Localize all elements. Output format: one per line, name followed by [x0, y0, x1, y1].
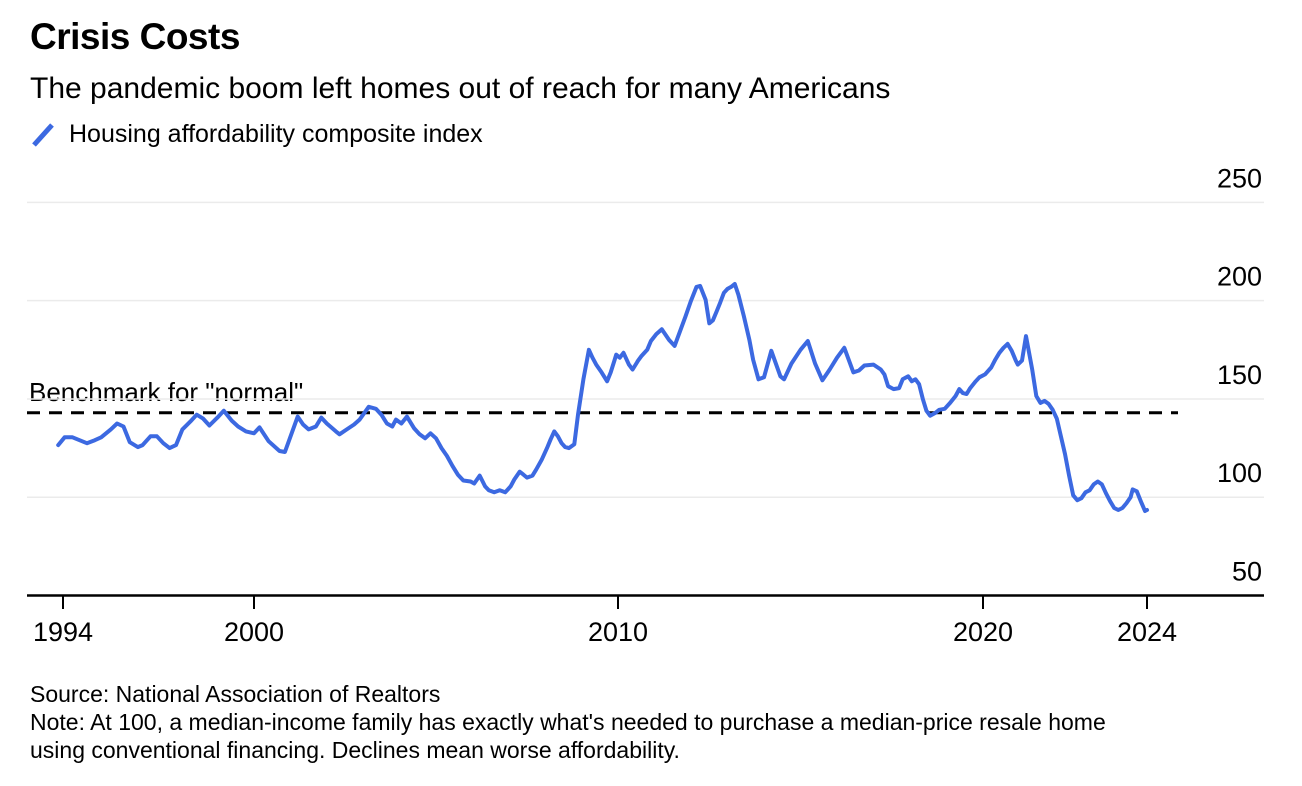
y-tick-label-200: 200: [1217, 262, 1262, 292]
chart-legend: Housing affordability composite index: [30, 120, 483, 149]
legend-line-slash-icon: [30, 121, 56, 149]
chart-subtitle: The pandemic boom left homes out of reac…: [30, 72, 891, 105]
x-tick-label-2020: 2020: [953, 617, 1013, 647]
y-tick-label-100: 100: [1217, 458, 1262, 488]
legend-label: Housing affordability composite index: [69, 120, 483, 148]
page-title: Crisis Costs: [30, 16, 240, 57]
x-tick-label-2010: 2010: [588, 617, 648, 647]
methodology-note-line1: Note: At 100, a median-income family has…: [30, 709, 1106, 735]
benchmark-annotation: Benchmark for "normal": [29, 377, 304, 407]
y-tick-label-250: 250: [1217, 163, 1262, 193]
series-line-housing-affordability: [56, 282, 1149, 513]
chart-footer: Source: National Association of Realtors…: [30, 680, 1106, 764]
methodology-note-line2: using conventional financing. Declines m…: [30, 737, 680, 763]
x-tick-label-2024: 2024: [1117, 617, 1177, 647]
y-tick-label-150: 150: [1217, 360, 1262, 390]
source-note: Source: National Association of Realtors: [30, 681, 441, 707]
x-tick-label-1994: 1994: [33, 617, 93, 647]
y-tick-label-50: 50: [1232, 557, 1262, 587]
x-tick-label-2000: 2000: [224, 617, 284, 647]
